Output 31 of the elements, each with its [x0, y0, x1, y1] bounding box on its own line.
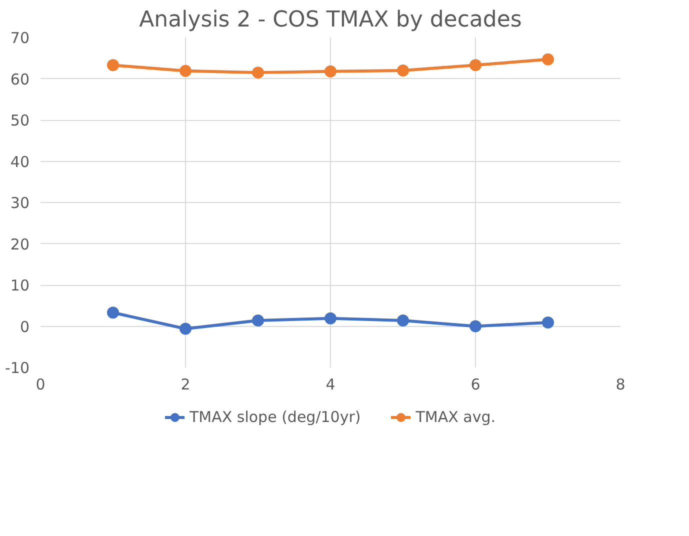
x-tick-label: 8: [616, 376, 626, 394]
point: [470, 320, 482, 332]
point: [107, 59, 119, 72]
point: [107, 306, 119, 319]
point: [542, 316, 554, 329]
point: [397, 314, 409, 326]
y-tick-label: 0: [20, 318, 30, 336]
y-tick-label: 60: [10, 70, 30, 88]
point: [470, 59, 482, 72]
point: [252, 314, 264, 326]
legend-label: TMAX slope (deg/10yr): [189, 408, 361, 426]
y-tick-label: 70: [10, 29, 30, 47]
point: [324, 312, 336, 324]
y-tick-label: 40: [10, 152, 30, 171]
y-tick-label: 50: [10, 112, 30, 130]
point: [180, 322, 192, 335]
x-tick-label: 4: [326, 376, 336, 394]
x-tick-label: 2: [180, 376, 190, 394]
point: [324, 65, 336, 78]
chart-title: Analysis 2 - COS TMAX by decades: [139, 8, 522, 32]
x-tick-label: 6: [470, 376, 480, 394]
point: [542, 53, 554, 66]
point: [180, 64, 192, 77]
point: [397, 64, 409, 76]
y-tick-label: 20: [10, 235, 30, 254]
y-tick-label: -10: [5, 359, 30, 377]
point: [252, 66, 264, 79]
y-tick-label: 30: [10, 194, 30, 212]
legend-label: TMAX avg.: [416, 408, 496, 426]
y-tick-label: 10: [10, 276, 30, 294]
x-tick-label: 0: [36, 376, 46, 394]
